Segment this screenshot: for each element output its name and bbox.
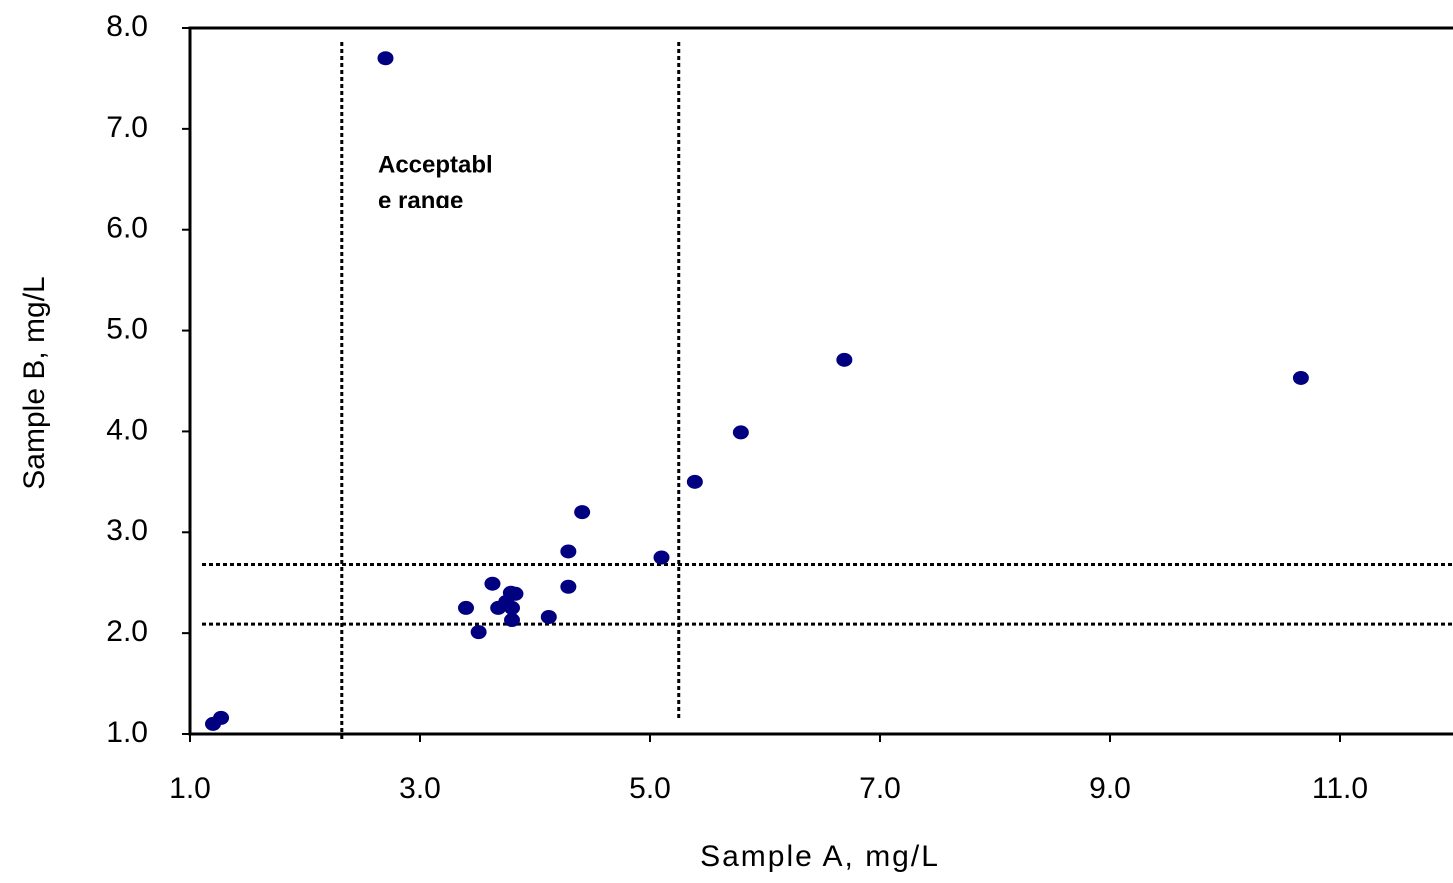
point xyxy=(560,579,577,594)
point xyxy=(213,710,230,725)
point xyxy=(653,550,670,565)
point xyxy=(686,474,703,489)
x-tick-label: 9.0 xyxy=(1089,772,1131,805)
point xyxy=(540,610,557,625)
point xyxy=(504,613,520,628)
x-tick-label: 3.0 xyxy=(399,772,441,805)
point xyxy=(560,544,577,559)
point xyxy=(377,51,394,66)
y-tick-label: 8.0 xyxy=(106,10,148,43)
annotation-text: e range xyxy=(378,187,463,214)
point xyxy=(484,576,501,591)
x-axis-label: Sample A, mg/L xyxy=(700,840,940,873)
y-tick-label: 1.0 xyxy=(106,716,148,749)
y-tick-label: 2.0 xyxy=(106,615,148,648)
point xyxy=(470,625,487,640)
plot-frame xyxy=(188,26,1453,736)
point xyxy=(504,600,520,615)
point xyxy=(574,505,591,520)
y-tick-label: 7.0 xyxy=(106,111,148,144)
y-axis-label: Sample B, mg/L xyxy=(18,276,51,489)
y-tick-label: 6.0 xyxy=(106,212,148,245)
point xyxy=(732,425,749,440)
annotation-text: Acceptabl xyxy=(378,151,493,178)
x-tick-label: 7.0 xyxy=(859,772,901,805)
point xyxy=(1292,370,1309,385)
point xyxy=(836,352,853,367)
y-tick-label: 4.0 xyxy=(106,413,148,446)
annotation: Acceptabl e range xyxy=(378,151,493,214)
x-tick-label: 11.0 xyxy=(1312,772,1368,805)
point xyxy=(458,600,474,615)
x-tick-label: 5.0 xyxy=(629,772,671,805)
y-tick-label: 3.0 xyxy=(106,514,148,547)
x-tick-label: 1.0 xyxy=(169,772,211,805)
point xyxy=(507,586,524,601)
y-tick-label: 5.0 xyxy=(106,312,148,345)
